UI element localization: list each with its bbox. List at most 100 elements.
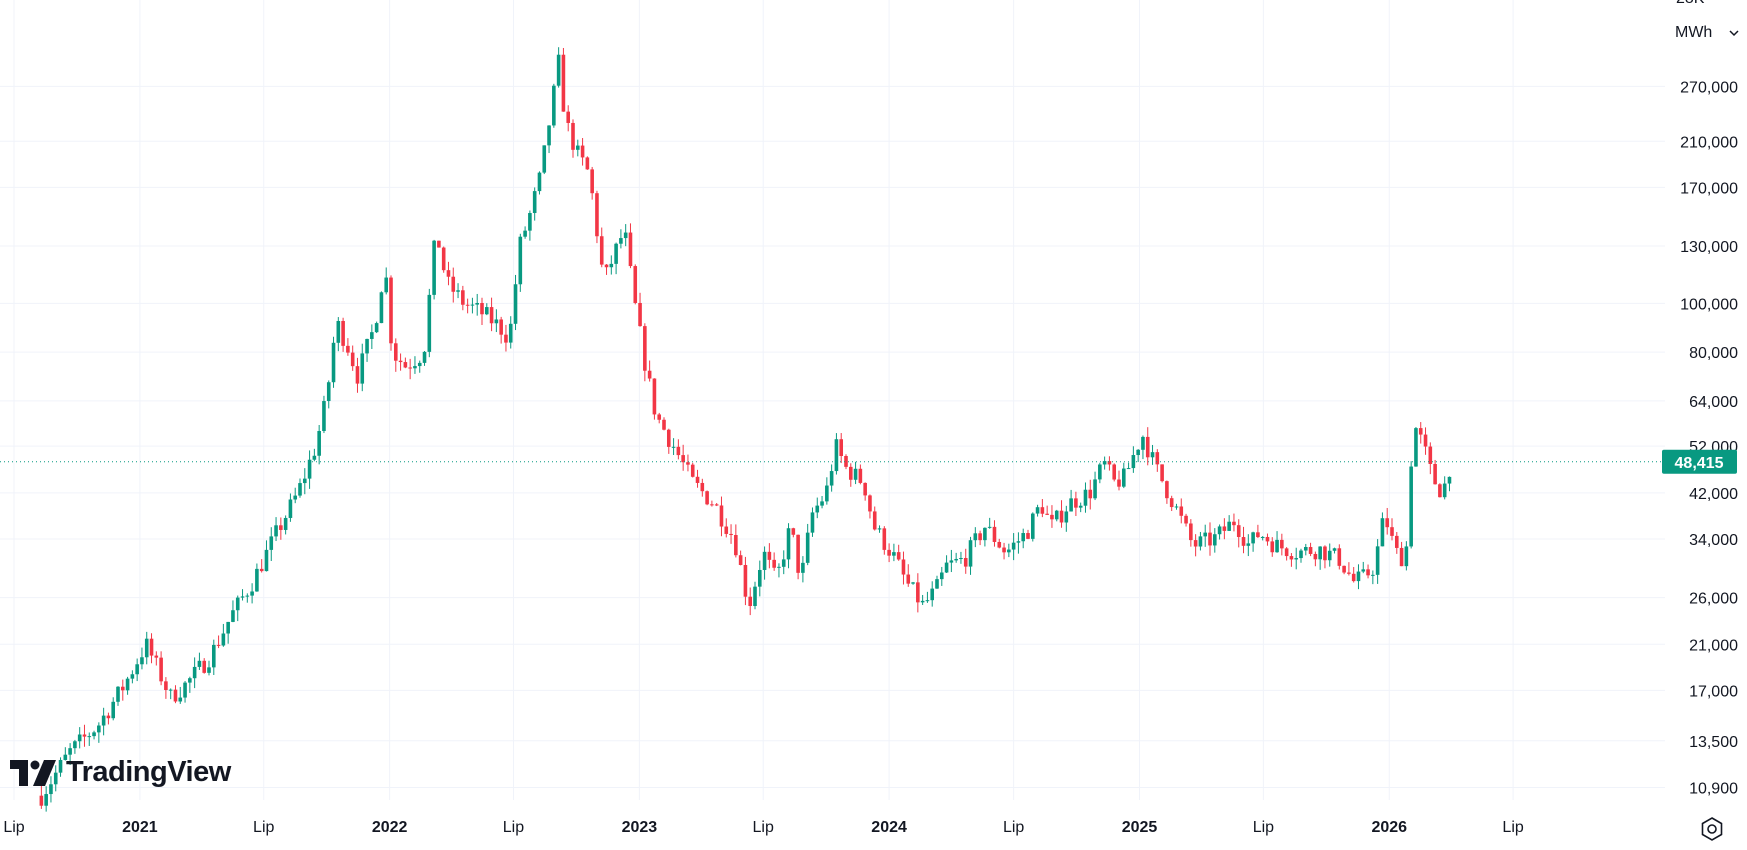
candle-body (638, 302, 642, 327)
candle-body (226, 621, 230, 634)
candle-body (575, 145, 580, 150)
candle-body (346, 345, 350, 353)
candle-body (1275, 539, 1279, 553)
candle-body (73, 741, 77, 749)
candle-body (1256, 532, 1260, 538)
candle-body (892, 552, 896, 556)
candle-body (1026, 533, 1030, 539)
candle-body (939, 572, 944, 580)
candle-body (1337, 548, 1342, 566)
candle-body (1442, 483, 1447, 498)
candle-body (1141, 436, 1145, 450)
candle-body (753, 586, 757, 607)
candle-body (571, 122, 575, 150)
candle-body (235, 597, 240, 611)
candle-body (738, 555, 743, 565)
settings-icon[interactable] (1698, 815, 1726, 843)
candle-body (1299, 550, 1303, 559)
x-tick-label: Lip (753, 819, 774, 836)
candle-body (1414, 428, 1418, 467)
x-axis[interactable]: Lip 2021 Lip 2022 Lip 2023 Lip 2024 Lip 2025 Lip 20… (3, 819, 1524, 836)
x-tick-label: Lip (3, 819, 24, 836)
candle-body (159, 657, 163, 682)
candle-body (293, 495, 298, 500)
candle-body (365, 338, 369, 354)
candle-body (1083, 489, 1088, 506)
candle-body (1189, 523, 1193, 541)
candle-body (700, 482, 705, 492)
candle-body (461, 290, 465, 305)
candle-body (963, 558, 968, 567)
candle-body (341, 320, 345, 346)
candle-body (882, 528, 887, 550)
x-tick-label: 2024 (871, 819, 907, 836)
candle-body (1347, 572, 1351, 574)
candle-body (599, 236, 604, 265)
candle-body (255, 568, 259, 592)
tradingview-logo[interactable]: TradingView (10, 756, 231, 789)
y-tick-label: 13,500 (1689, 734, 1738, 751)
x-tick-label: Lip (253, 819, 274, 836)
candle-body (307, 459, 312, 479)
candle-body (968, 540, 973, 567)
candle-body (815, 505, 820, 513)
y-tick-label: 34,000 (1689, 532, 1738, 549)
unit-selector[interactable]: MWh (1669, 18, 1745, 48)
candle-body (44, 794, 48, 806)
candle-body (1351, 573, 1356, 582)
candle-body (1069, 498, 1073, 512)
y-tick-label: 80,000 (1689, 345, 1738, 362)
candle-body (1064, 511, 1069, 523)
candle-body (647, 370, 652, 379)
y-tick-label: 130,000 (1680, 239, 1738, 256)
y-axis[interactable]: 270,000 210,000 170,000 130,000 100,000 80,00… (1680, 79, 1738, 797)
candle-body (757, 569, 762, 587)
candle-body (705, 491, 709, 505)
candle-body (1332, 548, 1337, 551)
candle-body (786, 528, 791, 560)
y-tick-label: 210,000 (1680, 134, 1738, 151)
candle-body (1136, 449, 1140, 456)
candle-body (302, 478, 307, 484)
candle-body (336, 320, 341, 343)
candle-body (1428, 446, 1433, 464)
candle-body (1366, 569, 1370, 576)
candle-body (853, 468, 858, 480)
candle-body (39, 795, 44, 806)
candle-body (834, 439, 839, 472)
candle-body (547, 125, 551, 146)
candle-body (446, 270, 451, 277)
candle-body (825, 485, 829, 502)
candle-body (906, 574, 911, 584)
candle-body (1251, 532, 1255, 544)
candle-body (317, 430, 321, 456)
candle-body (729, 533, 733, 536)
candle-body (609, 263, 614, 268)
candle-body (1030, 513, 1035, 539)
candle-body (844, 455, 848, 467)
candle-body (781, 559, 786, 567)
candle-body (796, 534, 800, 573)
grid (0, 0, 1665, 800)
candle-body (120, 686, 125, 691)
candle-body (1112, 464, 1117, 480)
candle-body (97, 725, 101, 733)
candle-body (1418, 428, 1423, 435)
candle-body (140, 657, 144, 665)
candle-body (398, 360, 403, 363)
y-tick-label: 270,000 (1680, 79, 1738, 96)
candle-body (1409, 466, 1413, 547)
candle-body (767, 551, 772, 560)
candle-body (1390, 527, 1394, 536)
candle-body (494, 319, 499, 324)
candle-body (231, 610, 235, 622)
candle-body (666, 429, 671, 447)
candle-body (441, 247, 446, 271)
candle-body (192, 666, 197, 679)
candle-body (1212, 534, 1217, 546)
candle-body (1318, 546, 1322, 560)
x-tick-label: 2022 (372, 819, 408, 836)
candle-body (1121, 468, 1126, 487)
candle-body (1102, 461, 1107, 465)
